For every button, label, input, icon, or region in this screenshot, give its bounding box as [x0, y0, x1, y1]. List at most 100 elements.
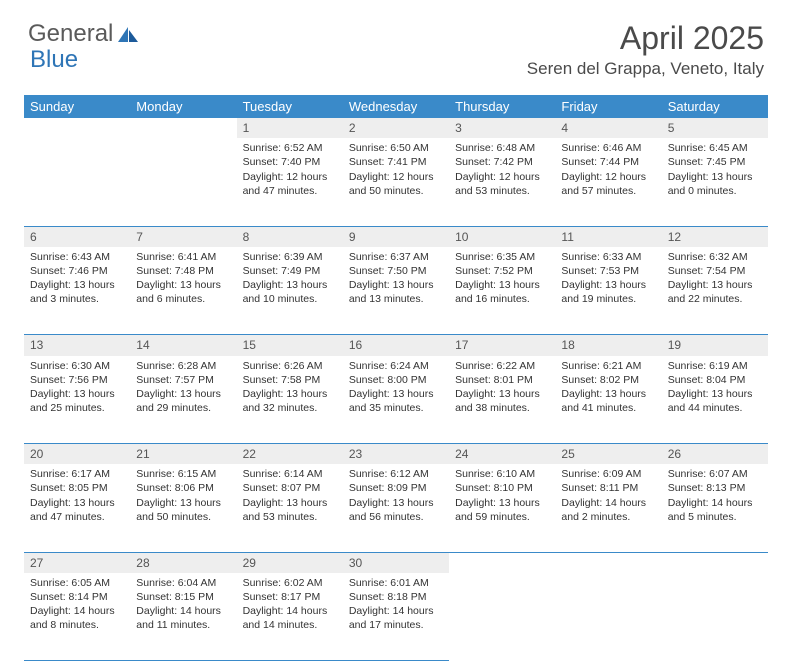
- day-cell: Sunrise: 6:14 AMSunset: 8:07 PMDaylight:…: [237, 464, 343, 552]
- week-row: Sunrise: 6:17 AMSunset: 8:05 PMDaylight:…: [24, 464, 768, 552]
- daylight-text: Daylight: 14 hours and 2 minutes.: [561, 496, 655, 524]
- week-row: Sunrise: 6:05 AMSunset: 8:14 PMDaylight:…: [24, 573, 768, 661]
- day-body: Sunrise: 6:41 AMSunset: 7:48 PMDaylight:…: [130, 247, 236, 311]
- sunrise-text: Sunrise: 6:07 AM: [668, 467, 762, 481]
- day-body: Sunrise: 6:50 AMSunset: 7:41 PMDaylight:…: [343, 138, 449, 202]
- sunrise-text: Sunrise: 6:26 AM: [243, 359, 337, 373]
- day-number-cell: 4: [555, 118, 661, 138]
- day-number: 9: [343, 227, 449, 247]
- sunrise-text: Sunrise: 6:48 AM: [455, 141, 549, 155]
- day-body: Sunrise: 6:15 AMSunset: 8:06 PMDaylight:…: [130, 464, 236, 528]
- sunrise-text: Sunrise: 6:35 AM: [455, 250, 549, 264]
- day-number-cell: 18: [555, 335, 661, 356]
- day-number-cell: 3: [449, 118, 555, 138]
- day-number-cell: 1: [237, 118, 343, 138]
- day-cell: Sunrise: 6:19 AMSunset: 8:04 PMDaylight:…: [662, 356, 768, 444]
- day-cell: Sunrise: 6:12 AMSunset: 8:09 PMDaylight:…: [343, 464, 449, 552]
- sunrise-text: Sunrise: 6:05 AM: [30, 576, 124, 590]
- day-cell: Sunrise: 6:15 AMSunset: 8:06 PMDaylight:…: [130, 464, 236, 552]
- day-number: 25: [555, 444, 661, 464]
- sunset-text: Sunset: 8:02 PM: [561, 373, 655, 387]
- day-body: Sunrise: 6:52 AMSunset: 7:40 PMDaylight:…: [237, 138, 343, 202]
- day-number-cell: [130, 118, 236, 138]
- weekday-header: Monday: [130, 95, 236, 118]
- daynum-row: 6789101112: [24, 226, 768, 247]
- day-number-cell: 12: [662, 226, 768, 247]
- weekday-header: Tuesday: [237, 95, 343, 118]
- day-number: 8: [237, 227, 343, 247]
- sunrise-text: Sunrise: 6:30 AM: [30, 359, 124, 373]
- day-number-cell: [662, 552, 768, 573]
- day-number: 3: [449, 118, 555, 138]
- day-number-cell: 23: [343, 444, 449, 465]
- day-cell: Sunrise: 6:33 AMSunset: 7:53 PMDaylight:…: [555, 247, 661, 335]
- sunrise-text: Sunrise: 6:28 AM: [136, 359, 230, 373]
- sunset-text: Sunset: 8:17 PM: [243, 590, 337, 604]
- sunset-text: Sunset: 8:00 PM: [349, 373, 443, 387]
- weekday-header: Saturday: [662, 95, 768, 118]
- daynum-row: 20212223242526: [24, 444, 768, 465]
- daylight-text: Daylight: 13 hours and 38 minutes.: [455, 387, 549, 415]
- day-body: Sunrise: 6:14 AMSunset: 8:07 PMDaylight:…: [237, 464, 343, 528]
- day-cell: Sunrise: 6:37 AMSunset: 7:50 PMDaylight:…: [343, 247, 449, 335]
- daylight-text: Daylight: 13 hours and 10 minutes.: [243, 278, 337, 306]
- day-number: 29: [237, 553, 343, 573]
- day-body: Sunrise: 6:33 AMSunset: 7:53 PMDaylight:…: [555, 247, 661, 311]
- sunrise-text: Sunrise: 6:41 AM: [136, 250, 230, 264]
- weekday-header: Sunday: [24, 95, 130, 118]
- day-number: 22: [237, 444, 343, 464]
- day-number: 24: [449, 444, 555, 464]
- day-cell: Sunrise: 6:05 AMSunset: 8:14 PMDaylight:…: [24, 573, 130, 661]
- sunset-text: Sunset: 7:48 PM: [136, 264, 230, 278]
- daylight-text: Daylight: 13 hours and 35 minutes.: [349, 387, 443, 415]
- location: Seren del Grappa, Veneto, Italy: [527, 59, 764, 79]
- day-body: Sunrise: 6:09 AMSunset: 8:11 PMDaylight:…: [555, 464, 661, 528]
- day-cell: Sunrise: 6:45 AMSunset: 7:45 PMDaylight:…: [662, 138, 768, 226]
- day-body: Sunrise: 6:12 AMSunset: 8:09 PMDaylight:…: [343, 464, 449, 528]
- day-body: Sunrise: 6:32 AMSunset: 7:54 PMDaylight:…: [662, 247, 768, 311]
- day-number-cell: [555, 552, 661, 573]
- day-cell: Sunrise: 6:30 AMSunset: 7:56 PMDaylight:…: [24, 356, 130, 444]
- day-number-cell: 10: [449, 226, 555, 247]
- sunset-text: Sunset: 7:50 PM: [349, 264, 443, 278]
- sunrise-text: Sunrise: 6:43 AM: [30, 250, 124, 264]
- daylight-text: Daylight: 13 hours and 50 minutes.: [136, 496, 230, 524]
- day-number-cell: 15: [237, 335, 343, 356]
- day-body: Sunrise: 6:45 AMSunset: 7:45 PMDaylight:…: [662, 138, 768, 202]
- day-number-cell: 24: [449, 444, 555, 465]
- daylight-text: Daylight: 13 hours and 59 minutes.: [455, 496, 549, 524]
- day-number-cell: 5: [662, 118, 768, 138]
- sunset-text: Sunset: 8:15 PM: [136, 590, 230, 604]
- day-body: Sunrise: 6:01 AMSunset: 8:18 PMDaylight:…: [343, 573, 449, 637]
- day-body: Sunrise: 6:02 AMSunset: 8:17 PMDaylight:…: [237, 573, 343, 637]
- daylight-text: Daylight: 14 hours and 11 minutes.: [136, 604, 230, 632]
- day-cell: Sunrise: 6:50 AMSunset: 7:41 PMDaylight:…: [343, 138, 449, 226]
- day-body: Sunrise: 6:22 AMSunset: 8:01 PMDaylight:…: [449, 356, 555, 420]
- daylight-text: Daylight: 13 hours and 13 minutes.: [349, 278, 443, 306]
- logo-text-a: General: [28, 20, 113, 48]
- sunset-text: Sunset: 7:54 PM: [668, 264, 762, 278]
- sunrise-text: Sunrise: 6:22 AM: [455, 359, 549, 373]
- day-body: Sunrise: 6:04 AMSunset: 8:15 PMDaylight:…: [130, 573, 236, 637]
- daylight-text: Daylight: 13 hours and 29 minutes.: [136, 387, 230, 415]
- day-cell: [24, 138, 130, 226]
- day-cell: [555, 573, 661, 661]
- day-body: Sunrise: 6:48 AMSunset: 7:42 PMDaylight:…: [449, 138, 555, 202]
- day-cell: Sunrise: 6:41 AMSunset: 7:48 PMDaylight:…: [130, 247, 236, 335]
- day-number-cell: 2: [343, 118, 449, 138]
- day-number: 28: [130, 553, 236, 573]
- day-number-cell: 17: [449, 335, 555, 356]
- weekday-header: Thursday: [449, 95, 555, 118]
- day-cell: Sunrise: 6:39 AMSunset: 7:49 PMDaylight:…: [237, 247, 343, 335]
- sunrise-text: Sunrise: 6:17 AM: [30, 467, 124, 481]
- day-number: 14: [130, 335, 236, 355]
- day-body: Sunrise: 6:37 AMSunset: 7:50 PMDaylight:…: [343, 247, 449, 311]
- sunset-text: Sunset: 8:18 PM: [349, 590, 443, 604]
- day-body: Sunrise: 6:21 AMSunset: 8:02 PMDaylight:…: [555, 356, 661, 420]
- sunset-text: Sunset: 8:06 PM: [136, 481, 230, 495]
- day-number-cell: 27: [24, 552, 130, 573]
- day-cell: Sunrise: 6:10 AMSunset: 8:10 PMDaylight:…: [449, 464, 555, 552]
- day-number-cell: 9: [343, 226, 449, 247]
- sunset-text: Sunset: 8:13 PM: [668, 481, 762, 495]
- daylight-text: Daylight: 13 hours and 41 minutes.: [561, 387, 655, 415]
